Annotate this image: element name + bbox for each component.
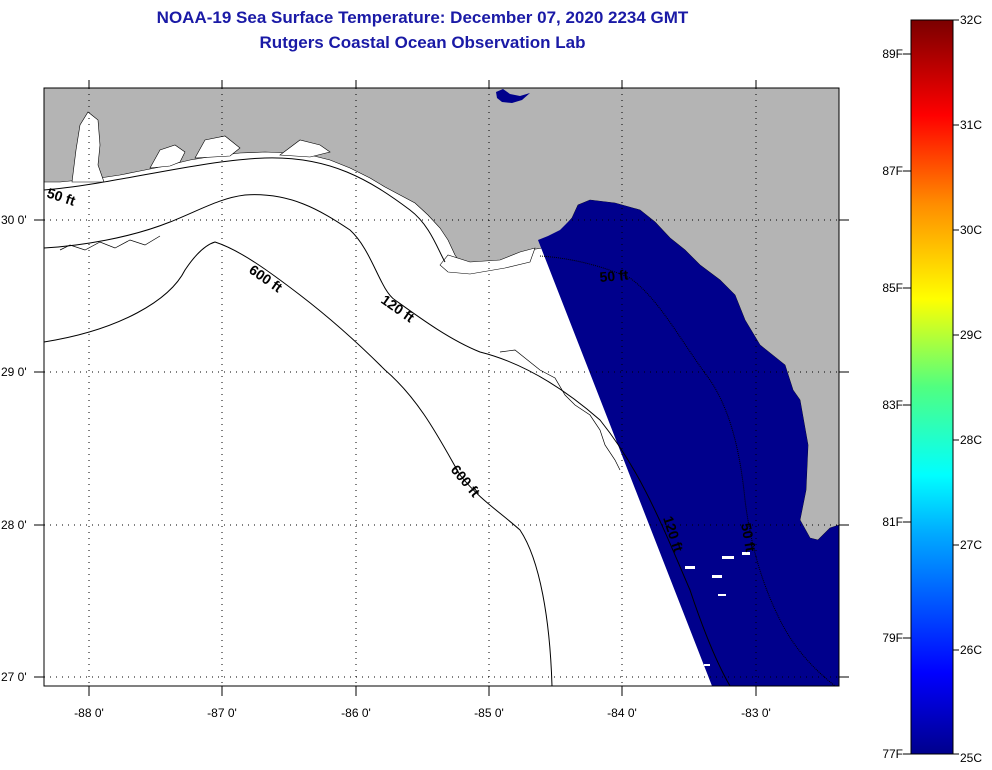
colorbar-c-label: 32C <box>960 13 982 27</box>
lon-label: -88 0' <box>74 706 104 720</box>
colorbar-f-label: 89F <box>882 47 903 61</box>
colorbar-ticks <box>903 19 959 755</box>
lon-label: -83 0' <box>741 706 771 720</box>
colorbar-fahrenheit-labels: 89F 87F 85F 83F 81F 79F 77F <box>882 47 903 761</box>
pensacola-bay <box>149 144 186 169</box>
latitude-labels: 30 0' 29 0' 28 0' 27 0' <box>1 213 27 684</box>
choctawhatchee-bay <box>194 135 241 159</box>
apalachee-bay <box>439 247 536 275</box>
colorbar-c-label: 25C <box>960 751 982 765</box>
barrier-islands <box>59 235 161 251</box>
lon-label: -86 0' <box>341 706 371 720</box>
contour-600ft <box>44 241 553 686</box>
colorbar-f-label: 79F <box>882 631 903 645</box>
colorbar-c-label: 28C <box>960 433 982 447</box>
sst-data-swath <box>538 200 839 686</box>
st-andrew-bay <box>279 139 331 158</box>
map-panel <box>44 88 839 686</box>
colorbar-celsius-labels: 32C 31C 30C 29C 28C 27C 26C 25C <box>960 13 982 765</box>
colorbar-c-label: 31C <box>960 118 982 132</box>
big-bend-coastline <box>499 349 621 471</box>
map-frame <box>43 87 840 687</box>
colorbar-f-label: 85F <box>882 281 903 295</box>
colorbar-c-label: 26C <box>960 643 982 657</box>
longitude-labels: -88 0' -87 0' -86 0' -85 0' -84 0' -83 0… <box>74 706 771 720</box>
contour-label: 50 ft <box>599 267 629 285</box>
colorbar-c-label: 27C <box>960 538 982 552</box>
lat-label: 27 0' <box>1 670 27 684</box>
lon-label: -87 0' <box>207 706 237 720</box>
lat-label: 30 0' <box>1 213 27 227</box>
cloud-specks <box>685 552 750 666</box>
contour-label: 50 ft <box>738 522 759 553</box>
mobile-bay <box>71 111 105 183</box>
map-title: NOAA-19 Sea Surface Temperature: Decembe… <box>156 8 689 27</box>
contour-50ft-peninsula <box>539 255 836 686</box>
colorbar-c-label: 29C <box>960 328 982 342</box>
colorbar <box>910 19 954 755</box>
graticule <box>44 88 839 686</box>
inland-lake <box>496 89 530 103</box>
contour-120ft <box>44 194 731 686</box>
colorbar-f-label: 87F <box>882 164 903 178</box>
lat-label: 29 0' <box>1 365 27 379</box>
colorbar-c-label: 30C <box>960 223 982 237</box>
lon-label: -85 0' <box>474 706 504 720</box>
map-subtitle: Rutgers Coastal Ocean Observation Lab <box>259 33 586 52</box>
colorbar-f-label: 77F <box>882 747 903 761</box>
contour-50ft-panhandle <box>44 157 446 263</box>
lat-label: 28 0' <box>1 518 27 532</box>
axis-ticks <box>34 80 849 696</box>
colorbar-f-label: 81F <box>882 515 903 529</box>
colorbar-f-label: 83F <box>882 398 903 412</box>
lon-label: -84 0' <box>607 706 637 720</box>
